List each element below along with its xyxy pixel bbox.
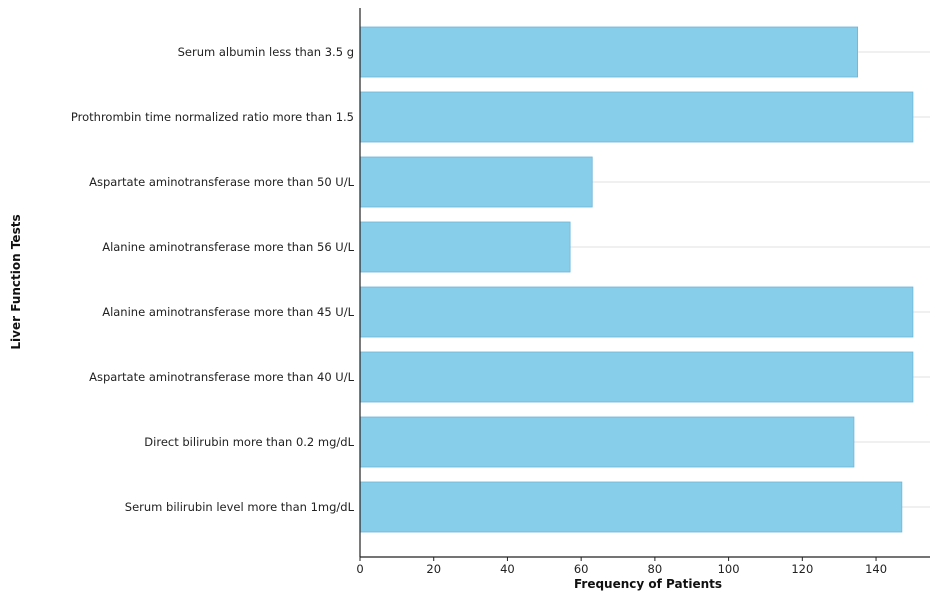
category-label: Serum bilirubin level more than 1mg/dL [125,500,355,514]
x-tick-label: 40 [500,562,515,576]
x-tick-label: 60 [574,562,589,576]
bar [359,156,593,208]
category-label: Prothrombin time normalized ratio more t… [71,110,354,124]
x-tick-label: 20 [426,562,441,576]
category-labels: Serum albumin less than 3.5 g Prothrombin… [71,45,355,514]
category-label: Serum albumin less than 3.5 g [178,45,354,59]
x-tick-label: 140 [865,562,887,576]
x-tick-labels: 0 20 40 60 80 100 120 140 [356,557,887,576]
bar [359,481,903,533]
category-label: Alanine aminotransferase more than 45 U/… [102,305,354,319]
x-tick-label: 120 [791,562,813,576]
bars [359,26,914,533]
bar [359,221,571,273]
category-label: Aspartate aminotransferase more than 40 … [89,370,354,384]
category-label: Direct bilirubin more than 0.2 mg/dL [144,435,354,449]
y-axis-title: Liver Function Tests [9,214,23,349]
bar [359,351,914,403]
x-axis-title: Frequency of Patients [574,577,722,591]
category-label: Aspartate aminotransferase more than 50 … [89,175,354,189]
category-label: Alanine aminotransferase more than 56 U/… [102,240,354,254]
bar [359,26,859,78]
bar [359,91,914,143]
x-tick-label: 0 [356,562,363,576]
bar [359,286,914,338]
x-tick-label: 80 [648,562,663,576]
bar [359,416,855,468]
x-tick-label: 100 [718,562,740,576]
